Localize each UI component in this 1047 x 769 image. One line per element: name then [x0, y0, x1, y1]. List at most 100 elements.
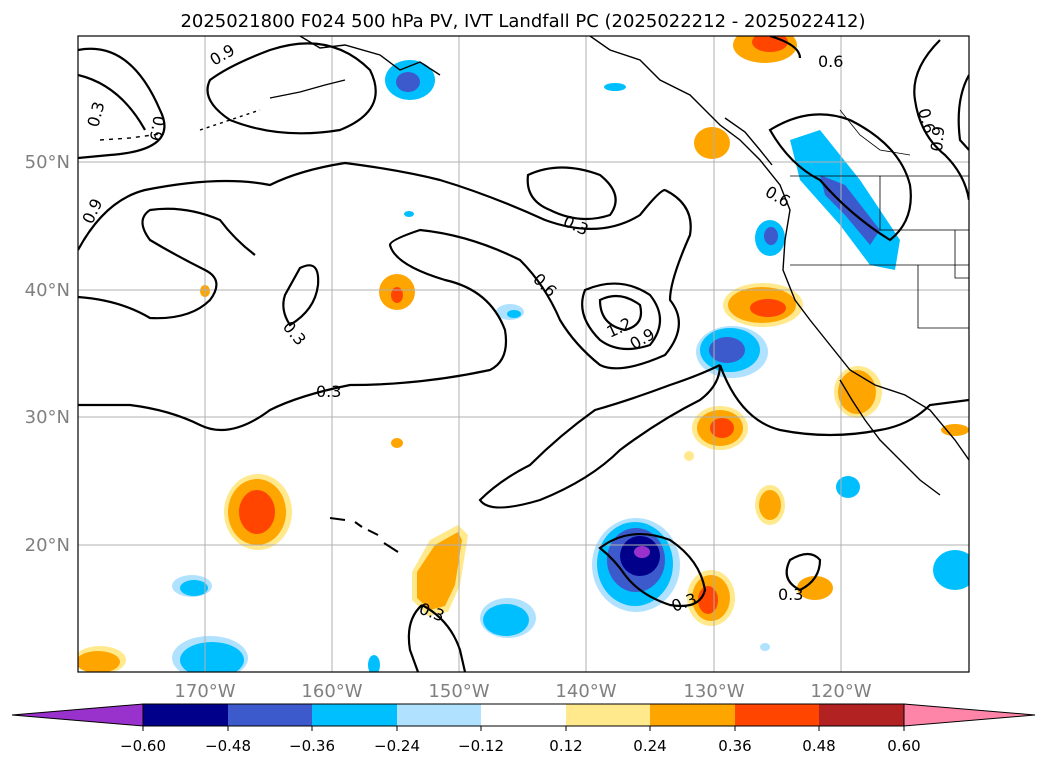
- negative-anomaly: [404, 211, 414, 217]
- contour-line: [581, 282, 662, 351]
- contour-label: 0.9: [146, 114, 169, 142]
- colorbar-frame: [142, 703, 905, 727]
- positive-anomaly: [710, 418, 734, 438]
- contour-label: 0.6: [818, 52, 843, 71]
- border-canada: [839, 109, 911, 156]
- positive-anomaly: [239, 490, 275, 534]
- figure-title: 2025021800 F024 500 hPa PV, IVT Landfall…: [180, 11, 865, 32]
- lon-label: 160°W: [301, 681, 362, 702]
- lat-label: 40°N: [25, 280, 70, 301]
- colorbar-tick-label: 0.12: [549, 737, 582, 755]
- lat-label: 30°N: [25, 407, 70, 428]
- colorbar-segment: [143, 704, 228, 726]
- map-background: [78, 36, 969, 672]
- contour-line: [957, 74, 969, 151]
- negative-anomaly: [760, 643, 770, 651]
- positive-anomaly: [391, 438, 403, 448]
- colorbar-tick-marks: [142, 726, 905, 731]
- contour-line: [78, 73, 146, 131]
- contour-line: [913, 39, 969, 201]
- lat-labels: 50°N 40°N 30°N 20°N: [25, 152, 70, 556]
- colorbar-tick-labels: −0.60 −0.48 −0.36 −0.24 −0.12 0.12 0.24 …: [120, 737, 921, 755]
- positive-anomaly: [78, 651, 120, 672]
- positive-anomaly: [797, 576, 833, 600]
- contour-line: [769, 36, 802, 59]
- negative-anomaly: [180, 580, 208, 596]
- contour-line: [206, 42, 377, 135]
- negative-anomaly: [396, 72, 420, 92]
- coastline-alaska: [299, 36, 441, 76]
- colorbar-tick-label: 0.48: [802, 737, 835, 755]
- coastline-aleutian-islands: [99, 133, 161, 141]
- positive-anomaly: [391, 287, 403, 303]
- contour-line: [78, 189, 692, 432]
- colorbar-tick-label: −0.48: [205, 737, 251, 755]
- colorbar-segment: [397, 704, 481, 726]
- positive-anomaly: [694, 127, 730, 159]
- colorbar-segment: [566, 704, 650, 726]
- negative-anomaly: [368, 655, 380, 672]
- contour-line: [718, 364, 969, 437]
- contour-line: [785, 552, 822, 592]
- lon-labels: 170°W 160°W 150°W 140°W 130°W 120°W: [174, 681, 871, 702]
- contour-label: 0.3: [316, 382, 341, 401]
- colorbar-segment: [819, 704, 904, 726]
- contour-line: [78, 207, 256, 320]
- negative-anomaly: [764, 227, 778, 245]
- lon-label: 170°W: [174, 681, 235, 702]
- lon-label: 130°W: [683, 681, 744, 702]
- coastline-vancouver-island: [724, 117, 773, 166]
- negative-anomaly: [180, 642, 244, 672]
- negative-anomaly: [709, 337, 745, 363]
- colorbar-extend-high: [903, 703, 1036, 727]
- colorbar-segment: [650, 704, 735, 726]
- positive-anomaly: [417, 532, 462, 610]
- colorbar-tick-label: −0.60: [120, 737, 166, 755]
- negative-anomaly: [836, 476, 860, 498]
- colorbar-segment: [312, 704, 397, 726]
- graticule: [78, 36, 969, 672]
- positive-anomaly: [759, 490, 781, 520]
- colorbar-tick-label: −0.24: [374, 737, 420, 755]
- colorbar-segment: [481, 704, 566, 726]
- border-state: [879, 176, 969, 231]
- positive-anomaly: [752, 36, 788, 52]
- negative-anomaly: [634, 546, 650, 558]
- contour-line: [768, 113, 912, 242]
- coastline-north-america: [589, 36, 969, 461]
- contour-label: 0.3: [778, 585, 803, 604]
- lon-label: 150°W: [428, 681, 489, 702]
- map-frame: [77, 35, 970, 673]
- lon-label: 120°W: [810, 681, 871, 702]
- negative-anomaly: [933, 550, 969, 590]
- negative-anomaly: [507, 310, 521, 318]
- lon-label: 140°W: [555, 681, 616, 702]
- coastline-aleutians: [269, 79, 346, 99]
- colorbar-tick-label: 0.36: [718, 737, 751, 755]
- contour-line: [598, 533, 707, 608]
- contour-line: [478, 364, 722, 509]
- positive-anomaly: [750, 299, 786, 317]
- negative-anomaly: [604, 83, 626, 91]
- contour-line: [421, 604, 467, 672]
- positive-anomaly: [941, 424, 969, 436]
- colorbar-tick-label: 0.60: [887, 737, 920, 755]
- contour-line: [407, 604, 423, 672]
- pv-contours: [78, 36, 969, 672]
- contour-label: 0.9: [927, 125, 948, 152]
- contour-line: [282, 264, 320, 327]
- border-state: [954, 230, 969, 279]
- positive-anomaly: [838, 370, 876, 414]
- lat-label: 20°N: [25, 535, 70, 556]
- colorbar-tick-label: 0.24: [633, 737, 666, 755]
- contour-line: [78, 161, 666, 251]
- colorbar: −0.60 −0.48 −0.36 −0.24 −0.12 0.12 0.24 …: [11, 703, 1036, 755]
- map-panel: 0.9 0.3 0.9 0.6 0.9 0.6 0.9 0.3 0.6 0.3 …: [77, 35, 970, 673]
- colorbar-tick-label: −0.12: [458, 737, 504, 755]
- contour-line: [526, 166, 617, 221]
- colorbar-segment: [228, 704, 312, 726]
- border-state: [917, 265, 969, 329]
- coastline-baja: [839, 379, 941, 496]
- political-borders: [790, 109, 969, 329]
